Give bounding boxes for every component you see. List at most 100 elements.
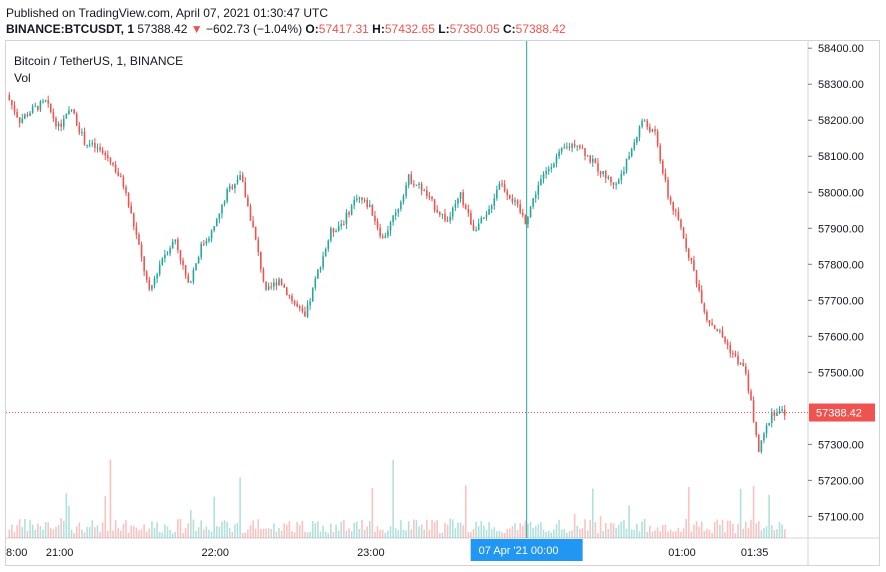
candle-body [135,226,138,235]
volume-bar [480,520,483,538]
candle-body [213,226,215,231]
candle-body [304,311,306,317]
candle-body [120,175,122,177]
candle-body [275,282,278,286]
volume-bar [73,533,75,538]
volume-bar [114,520,117,538]
last-price-badge [809,403,875,422]
volume-bar [545,531,547,538]
volume-bar [560,529,563,538]
candle-body [669,197,672,203]
candle-body [607,176,610,179]
candle-body [651,129,654,132]
volume-bar [501,532,503,538]
candle-body [732,353,734,355]
close-value: 57388.42 [515,22,566,36]
candle-body [713,325,716,329]
candle-body [389,222,392,231]
candle-body [234,183,236,189]
volume-bar [760,530,763,538]
volume-bar [734,533,737,538]
candle-body [423,190,426,192]
candle-body [49,103,52,112]
candle-body [693,260,695,271]
candle-body [252,220,254,227]
candle-body [511,198,514,202]
candle-body [273,282,275,287]
volume-bar [467,532,470,538]
candle-body [685,238,687,249]
candle-body [190,281,192,283]
candle-body [662,160,664,174]
candle-body [267,286,270,290]
volume-bar [651,531,654,538]
volume-bar [122,524,125,538]
volume-bar [729,520,732,538]
volume-bar [192,519,195,538]
candle-body [202,243,205,245]
candle-body [117,172,120,176]
volume-bar [273,523,275,538]
candle-body [47,100,49,104]
volume-bar [770,524,773,538]
volume-bar [226,521,228,538]
candle-body [31,106,34,113]
candle-body [431,196,433,200]
volume-bar [643,518,646,538]
candle-body [643,120,646,122]
candle-body [560,148,563,152]
candle-body [280,279,283,286]
candle-body [226,189,228,202]
volume-bar [75,526,78,538]
candle-body [579,145,581,148]
volume-bar [483,525,485,538]
candle-body [418,183,420,185]
candle-body [330,228,332,241]
volume-bar [532,527,534,538]
volume-bar [524,520,527,538]
volume-bar [184,527,187,538]
volume-bar [241,532,244,538]
candle-body [446,220,449,222]
candle-body [291,295,293,302]
candle-body [148,279,151,290]
volume-bar [132,526,135,538]
volume-bar [763,528,765,538]
y-tick-label: 58400.00 [818,43,864,55]
volume-bar [509,528,511,538]
y-tick-label: 57500.00 [818,367,864,379]
candle-body [490,205,493,209]
volume-bar [330,523,332,538]
candle-body [617,179,620,184]
candle-body [503,184,506,192]
volume-bar [94,527,96,538]
chart-frame[interactable] [5,40,880,566]
candle-body [783,409,786,416]
volume-bar [324,531,327,538]
candle-body [153,278,156,286]
volume-bar [267,528,270,538]
volume-bar [234,524,236,538]
ohlc-bar: BINANCE:BTCUSDT, 1 57388.42 ▼ −602.73 (−… [6,22,566,36]
candle-body [374,215,376,222]
volume-bar [677,527,680,538]
volume-bar [514,523,516,538]
candle-body [125,187,127,194]
volume-bar [210,531,213,538]
candle-body [638,126,641,138]
candle-body [724,336,726,343]
candle-body [11,100,13,106]
volume-bar [768,494,770,538]
volume-bar [602,531,604,538]
volume-bar [387,530,389,538]
volume-bar [589,519,592,538]
volume-bar [433,522,436,538]
volume-bar [169,530,171,538]
candle-body [649,126,651,132]
candle-body [301,308,304,312]
candle-body [716,328,719,332]
candle-body [441,213,444,215]
volume-bar [392,459,394,538]
volume-bar [376,526,379,538]
